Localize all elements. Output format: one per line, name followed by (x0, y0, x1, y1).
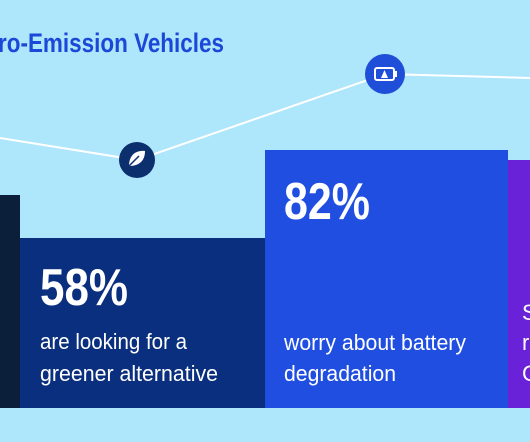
title: ro-Emission Vehicles (0, 28, 224, 58)
battery-icon (365, 54, 405, 94)
caption: C (522, 361, 530, 386)
stat: 82% (284, 173, 370, 231)
caption: are looking for a (40, 329, 188, 354)
panel (508, 160, 530, 408)
panel (20, 238, 265, 408)
trend-line (0, 72, 530, 162)
stat: 58% (40, 259, 128, 317)
leaf-icon (119, 142, 155, 178)
caption: worry about battery (283, 330, 466, 355)
caption: greener alternative (40, 361, 218, 386)
panel (0, 195, 20, 408)
caption: degradation (284, 361, 396, 386)
caption: S (522, 300, 530, 325)
caption: r (522, 330, 529, 355)
panel (265, 150, 508, 408)
